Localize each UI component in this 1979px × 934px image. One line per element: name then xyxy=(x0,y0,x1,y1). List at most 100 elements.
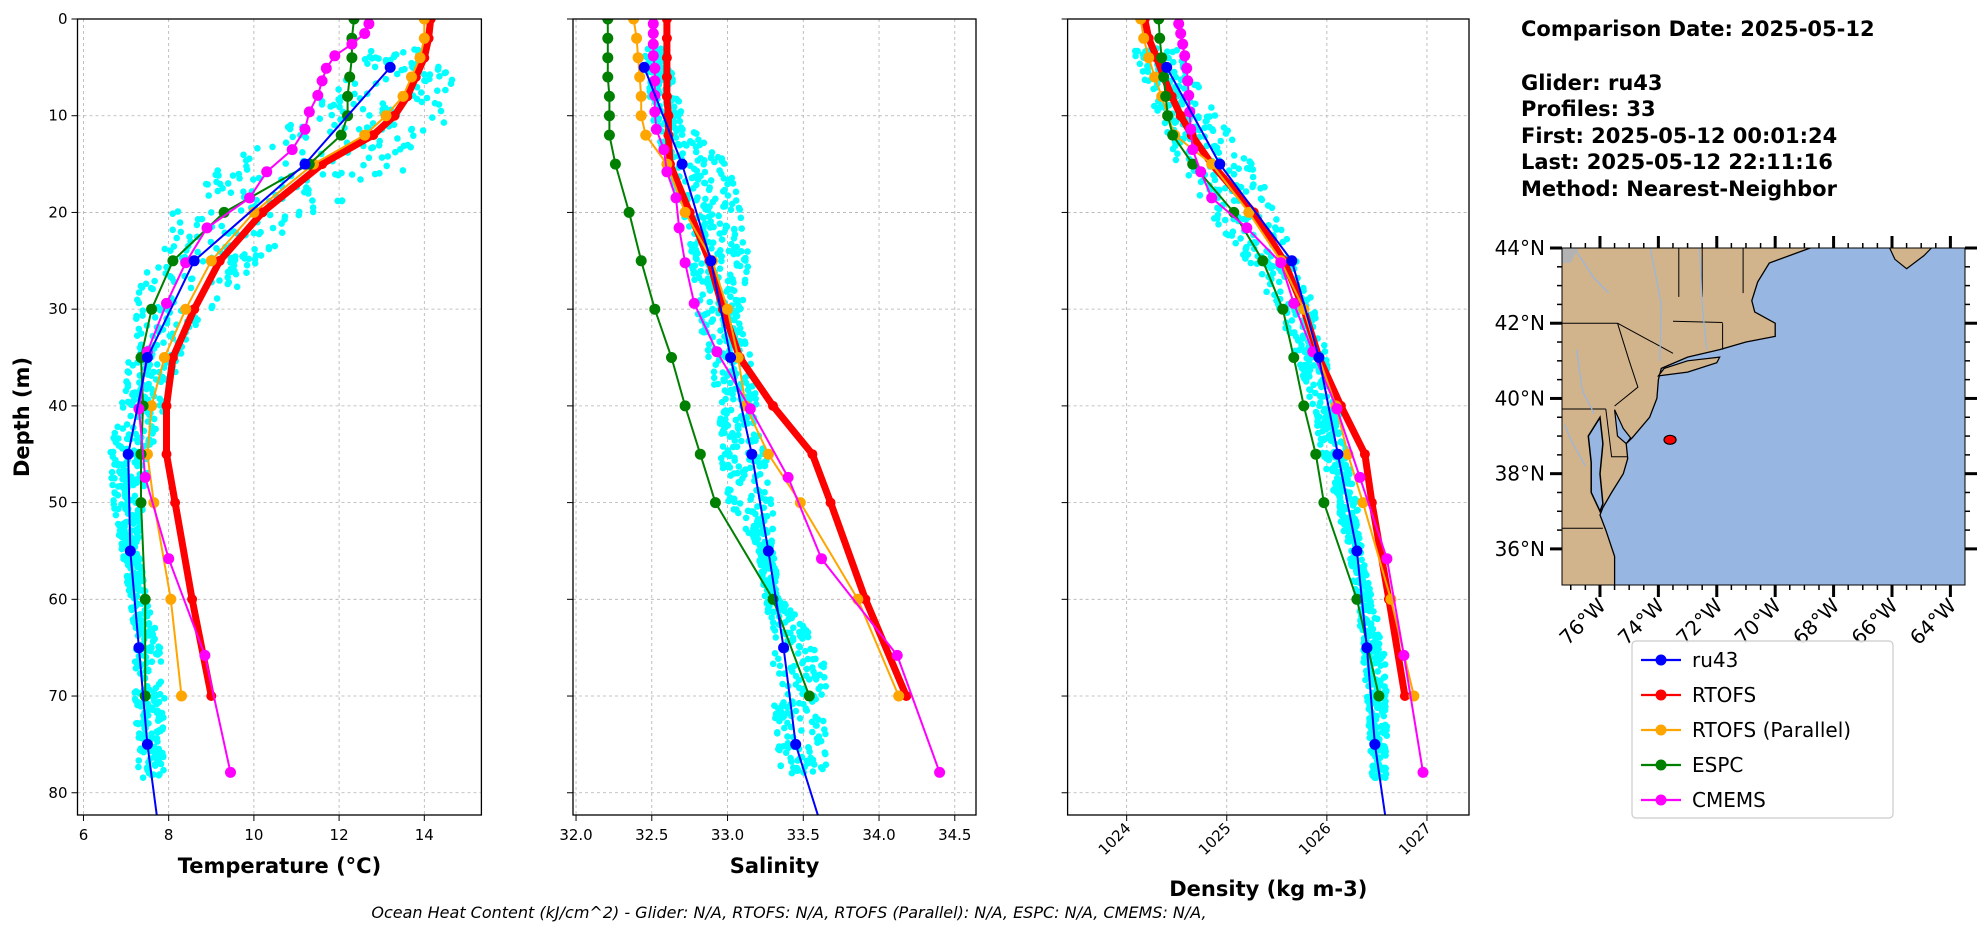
x-tick-label: 1027 xyxy=(1395,819,1435,859)
glider-scatter-point xyxy=(688,243,696,251)
glider-scatter-point xyxy=(114,491,122,499)
glider-scatter-point xyxy=(335,171,342,179)
glider-scatter-point xyxy=(147,625,154,632)
glider-scatter-point xyxy=(1321,405,1329,413)
x-tick-label: 33.0 xyxy=(711,826,744,844)
glider-scatter-point xyxy=(1370,608,1377,615)
glider-scatter-point xyxy=(752,529,760,537)
data-point-espc xyxy=(146,303,158,315)
glider-scatter-point xyxy=(714,250,721,257)
glider-scatter-point xyxy=(1323,434,1330,442)
glider-scatter-point xyxy=(733,262,741,269)
glider-scatter-point xyxy=(774,730,781,737)
data-point-espc xyxy=(1310,448,1322,460)
data-point-rtofs xyxy=(768,400,778,411)
glider-scatter-point xyxy=(804,655,812,663)
data-point-rtofs xyxy=(825,497,836,508)
glider-scatter-point xyxy=(1382,748,1389,755)
glider-scatter-point xyxy=(396,146,404,153)
glider-scatter-point xyxy=(394,135,401,142)
data-point-cmems xyxy=(225,766,236,778)
data-point-cmems xyxy=(261,166,273,178)
data-point-espc xyxy=(635,255,647,267)
glider-scatter-point xyxy=(1346,470,1353,478)
glider-scatter-point xyxy=(1379,708,1386,716)
data-point-cmems xyxy=(286,144,298,156)
glider-scatter-point xyxy=(154,699,162,707)
glider-scatter-point xyxy=(1172,156,1180,164)
glider-scatter-point xyxy=(1354,506,1361,514)
glider-scatter-point xyxy=(1317,435,1325,443)
glider-scatter-point xyxy=(768,614,775,621)
glider-scatter-point xyxy=(169,226,176,234)
data-point-ru43 xyxy=(1351,545,1363,557)
glider-scatter-point xyxy=(125,431,133,438)
glider-scatter-point xyxy=(810,761,818,768)
glider-scatter-point xyxy=(796,620,804,628)
glider-scatter-point xyxy=(122,519,129,526)
data-point-ru43 xyxy=(790,738,802,750)
glider-scatter-point xyxy=(1373,712,1380,720)
data-point-cmems xyxy=(320,62,332,74)
glider-scatter-point xyxy=(1381,721,1389,729)
glider-scatter-point xyxy=(289,133,297,141)
data-point-rtofs xyxy=(661,91,672,102)
glider-scatter-point xyxy=(776,662,784,670)
glider-scatter-point xyxy=(781,619,789,626)
y-axis-label: Depth (m) xyxy=(10,357,34,477)
glider-scatter-point xyxy=(156,644,164,652)
legend-marker xyxy=(1655,724,1667,736)
data-point-ru43 xyxy=(188,255,200,267)
glider-scatter-point xyxy=(336,103,343,111)
glider-scatter-point xyxy=(161,695,168,702)
data-point-cmems xyxy=(1417,766,1429,778)
glider-scatter-point xyxy=(761,592,769,600)
state-border xyxy=(1672,320,1723,323)
glider-scatter-point xyxy=(820,660,828,668)
glider-scatter-point xyxy=(767,500,775,508)
series-rtofs-parallel xyxy=(141,19,430,702)
series-ru43 xyxy=(122,61,396,815)
glider-scatter-point xyxy=(245,255,253,263)
glider-scatter-point xyxy=(718,236,726,243)
glider-scatter-point xyxy=(1316,392,1324,400)
glider-scatter-point xyxy=(379,100,387,107)
data-point-cmems xyxy=(199,649,211,661)
data-point-cmems xyxy=(359,28,371,39)
glider-scatter-point xyxy=(132,697,140,705)
glider-scatter-point xyxy=(404,141,412,149)
glider-scatter-point xyxy=(1192,100,1199,108)
data-point-rtofs-parallel xyxy=(762,448,774,460)
glider-scatter-point xyxy=(108,474,115,482)
glider-scatter-point xyxy=(417,89,425,96)
glider-scatter-point xyxy=(1275,278,1283,286)
glider-scatter-point xyxy=(804,633,812,641)
glider-scatter-point xyxy=(120,553,127,560)
series-line-rtofs xyxy=(663,19,910,698)
glider-scatter-point xyxy=(670,103,678,110)
data-point-cmems xyxy=(650,123,662,135)
data-point-rtofs-parallel xyxy=(146,400,158,412)
glider-scatter-point xyxy=(1295,337,1303,344)
data-point-cmems xyxy=(299,123,311,135)
data-point-cmems xyxy=(649,106,661,118)
glider-scatter-point xyxy=(820,717,827,725)
glider-scatter-point xyxy=(421,77,428,84)
y-tick-label: 60 xyxy=(48,590,67,608)
glider-scatter-point xyxy=(1333,478,1340,486)
glider-scatter-point xyxy=(1144,62,1151,70)
y-tick-label: 70 xyxy=(48,687,67,705)
data-point-ru43 xyxy=(141,352,153,363)
glider-scatter-point xyxy=(1169,48,1176,56)
glider-scatter-point xyxy=(725,247,733,255)
glider-scatter-point xyxy=(779,680,786,688)
glider-scatter-point xyxy=(756,463,763,470)
glider-scatter-point xyxy=(400,49,407,56)
data-point-cmems xyxy=(1181,62,1193,74)
glider-scatter-point xyxy=(420,71,428,78)
series-ru43 xyxy=(638,61,819,815)
glider-scatter-point xyxy=(777,604,784,612)
glider-scatter-point xyxy=(734,299,741,307)
data-point-espc xyxy=(602,71,614,83)
glider-scatter-point xyxy=(728,432,735,439)
